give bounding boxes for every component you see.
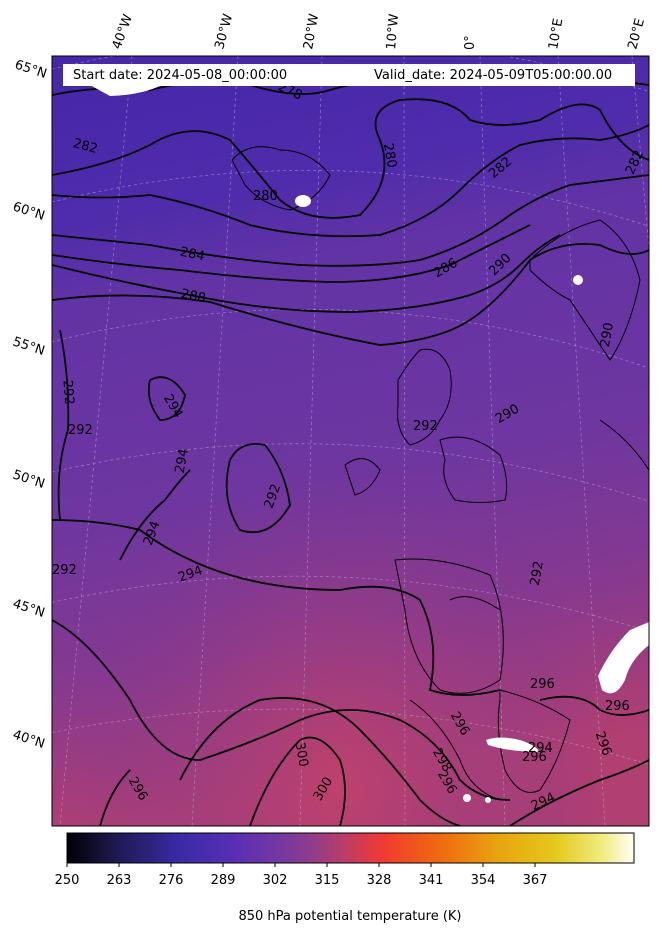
longitude-label: 20°W (301, 13, 322, 51)
contour-294d (509, 759, 649, 826)
contour-label: 284 (179, 245, 206, 265)
contour-label: 294 (173, 447, 192, 474)
colorbar-tick-label: 302 (263, 873, 288, 888)
latitude-label: 55°N (11, 335, 47, 359)
contour-label: 280 (380, 142, 399, 169)
contour-282 (52, 124, 649, 238)
contour-label: 280 (253, 189, 278, 204)
contour-label: 292 (52, 563, 77, 578)
colorbar-tick-label: 341 (419, 873, 444, 888)
contour-298 (179, 697, 461, 826)
contour-label: 296 (530, 677, 555, 692)
colorbar-tick-label: 250 (55, 873, 80, 888)
latitude-label: 60°N (11, 200, 47, 224)
longitude-label: 10°E (546, 17, 566, 50)
contour-label: 292 (59, 379, 76, 405)
contour-lines (52, 72, 649, 826)
colorbar: 250 263 276 289 302 315 328 341 354 367 850 hPa p… (55, 832, 635, 924)
colorbar-ticks: 250 263 276 289 302 315 328 341 354 367 (55, 863, 548, 888)
longitude-label: 0° (463, 35, 478, 50)
coastlines (231, 146, 649, 801)
colorbar-gradient (66, 832, 635, 864)
colorbar-label: 850 hPa potential temperature (K) (238, 909, 461, 924)
contour-294a (147, 376, 186, 421)
contour-288 (52, 234, 561, 313)
graticule (52, 56, 649, 826)
map-panel: 278 282 280 280 282 282 284 286 290 288 … (51, 55, 650, 827)
contour-label: 292 (68, 423, 93, 438)
contour-294b (52, 519, 501, 696)
missing-data-patches (88, 82, 649, 803)
start-date-label: Start date: 2024-05-08_00:00:00 (73, 68, 287, 83)
colorbar-tick-label: 263 (107, 873, 132, 888)
longitude-labels: 40°W 30°W 20°W 10°W 0° 10°E 20°E (110, 12, 648, 51)
latitude-label: 40°N (11, 728, 47, 752)
contour-label: 290 (598, 321, 617, 348)
latitude-label: 50°N (11, 468, 47, 492)
contour-292b (225, 443, 291, 534)
colorbar-tick-label: 354 (471, 873, 496, 888)
header-box: Start date: 2024-05-08_00:00:00 Valid_da… (63, 64, 635, 86)
contour-284 (52, 174, 649, 267)
contour-292a (57, 329, 70, 521)
latitude-label: 65°N (13, 58, 49, 82)
map-frame (51, 55, 650, 827)
valid-date-label: Valid_date: 2024-05-09T05:00:00.00 (374, 68, 612, 83)
longitude-label: 10°W (384, 13, 402, 50)
contour-label: 296 (605, 699, 630, 714)
contour-296b (99, 769, 131, 826)
colorbar-tick-label: 328 (367, 873, 392, 888)
longitude-label: 20°E (625, 17, 648, 51)
contour-label: 288 (180, 287, 207, 307)
contour-label: 294 (528, 741, 553, 756)
contour-296c (539, 695, 649, 716)
contour-label: 292 (528, 560, 547, 587)
contour-280 (52, 98, 649, 219)
latitude-labels: 65°N 60°N 55°N 50°N 45°N 40°N (11, 58, 49, 752)
longitude-label: 30°W (212, 12, 236, 51)
contour-290 (52, 243, 649, 346)
contour-label: 296 (522, 750, 547, 765)
colorbar-tick-label: 276 (159, 873, 184, 888)
colorbar-tick-label: 289 (211, 873, 236, 888)
contour-300 (249, 736, 346, 826)
contour-294c (119, 469, 191, 561)
contour-286 (52, 224, 531, 283)
latitude-label: 45°N (11, 597, 47, 621)
contour-label: 300 (292, 741, 311, 768)
contour-label: 282 (71, 136, 99, 157)
contour-296 (52, 619, 511, 801)
longitude-label: 40°W (110, 12, 136, 51)
colorbar-tick-label: 367 (523, 873, 548, 888)
colorbar-tick-label: 315 (315, 873, 340, 888)
contour-label: 292 (413, 419, 438, 434)
